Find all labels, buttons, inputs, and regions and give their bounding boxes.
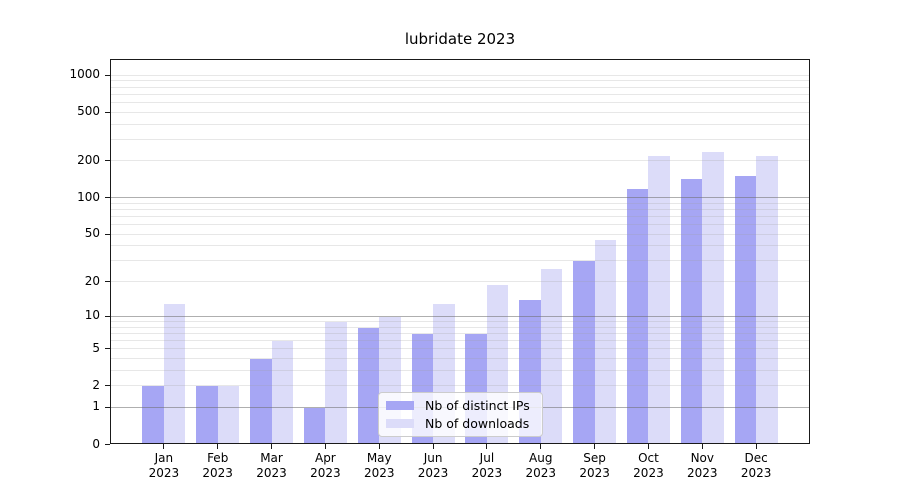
plot-area [110,59,810,444]
y-tick-label: 1000 [69,67,100,82]
x-tick-mark [486,444,488,449]
y-tick-label: 5 [92,340,100,355]
bar-nb-of-downloads-apr [325,321,347,443]
x-tick-label: Apr 2023 [310,451,341,480]
x-tick-label: May 2023 [363,451,395,480]
y-tick-mark [105,315,110,317]
y-tick-label: 10 [84,308,100,323]
x-tick-mark [647,444,649,449]
y-tick-label: 50 [84,226,100,241]
bar-nb-of-downloads-nov [702,151,724,443]
x-tick-mark [540,444,542,449]
x-tick-mark [378,444,380,449]
bar-nb-of-distinct-ips-sep [573,261,595,443]
x-tick-label: Jun 2023 [417,451,449,480]
y-tick-mark [105,160,110,162]
x-tick-label: Dec 2023 [740,451,772,480]
gridline-minor [111,80,809,82]
gridline-minor [111,138,809,140]
x-tick-label: Jan 2023 [148,451,180,480]
bar-nb-of-downloads-jan [163,303,186,443]
bar-nb-of-distinct-ips-apr [303,407,326,443]
y-tick-label: 20 [84,273,100,288]
bar-nb-of-downloads-dec [756,155,778,443]
bar-nb-of-distinct-ips-mar [250,358,272,443]
legend-swatch-distinct-ips-icon [386,401,414,411]
y-tick-mark [105,385,110,387]
x-tick-label: Feb 2023 [202,451,233,480]
y-tick-label: 1 [92,399,100,414]
x-tick-label: Mar 2023 [256,451,287,480]
y-tick-mark [105,281,110,283]
x-tick-label: Nov 2023 [687,451,718,480]
legend-item-distinct-ips: Nb of distinct IPs [386,397,536,414]
gridline-minor [111,74,809,76]
bar-nb-of-distinct-ips-nov [680,178,703,443]
y-tick-mark [105,74,110,76]
bar-nb-of-downloads-oct [648,155,670,443]
y-tick-mark [105,233,110,235]
x-tick-label: Sep 2023 [579,451,610,480]
y-tick-label: 200 [77,152,100,167]
y-tick-label: 0 [92,436,100,451]
legend-label-distinct-ips: Nb of distinct IPs [425,398,530,414]
bar-nb-of-downloads-feb [217,386,240,443]
y-tick-mark [105,111,110,113]
x-tick-mark [755,444,757,449]
x-tick-mark [594,444,596,449]
legend-swatch-downloads-icon [386,418,414,428]
legend: Nb of distinct IPs Nb of downloads [378,392,543,437]
y-tick-mark [105,406,110,408]
legend-label-downloads: Nb of downloads [425,415,530,431]
x-tick-label: Oct 2023 [633,451,664,480]
y-tick-label: 2 [92,377,100,392]
x-tick-label: Aug 2023 [525,451,557,480]
bar-nb-of-distinct-ips-feb [196,386,218,443]
y-tick-label: 100 [77,189,100,204]
gridline-minor [111,101,809,103]
y-tick-label: 500 [77,104,100,119]
x-tick-mark [432,444,434,449]
x-tick-mark [163,444,165,449]
x-tick-mark [271,444,273,449]
legend-item-downloads: Nb of downloads [386,415,536,432]
bar-nb-of-distinct-ips-jan [142,386,164,443]
gridline-minor [111,111,809,113]
x-tick-mark [701,444,703,449]
x-tick-label: Jul 2023 [471,451,503,480]
y-tick-mark [105,444,110,445]
x-tick-mark [217,444,219,449]
gridline-minor [111,123,809,125]
bar-nb-of-downloads-mar [271,340,294,443]
chart-title: lubridate 2023 [404,30,516,48]
bar-nb-of-distinct-ips-may [357,327,380,443]
bar-nb-of-downloads-aug [540,268,563,443]
gridline-minor [111,93,809,95]
gridline-minor [111,86,809,88]
y-tick-mark [105,348,110,350]
y-tick-mark [105,197,110,199]
bar-nb-of-downloads-sep [594,240,617,443]
bar-nb-of-distinct-ips-dec [734,175,757,443]
bar-nb-of-distinct-ips-oct [626,188,649,443]
x-tick-mark [324,444,326,449]
